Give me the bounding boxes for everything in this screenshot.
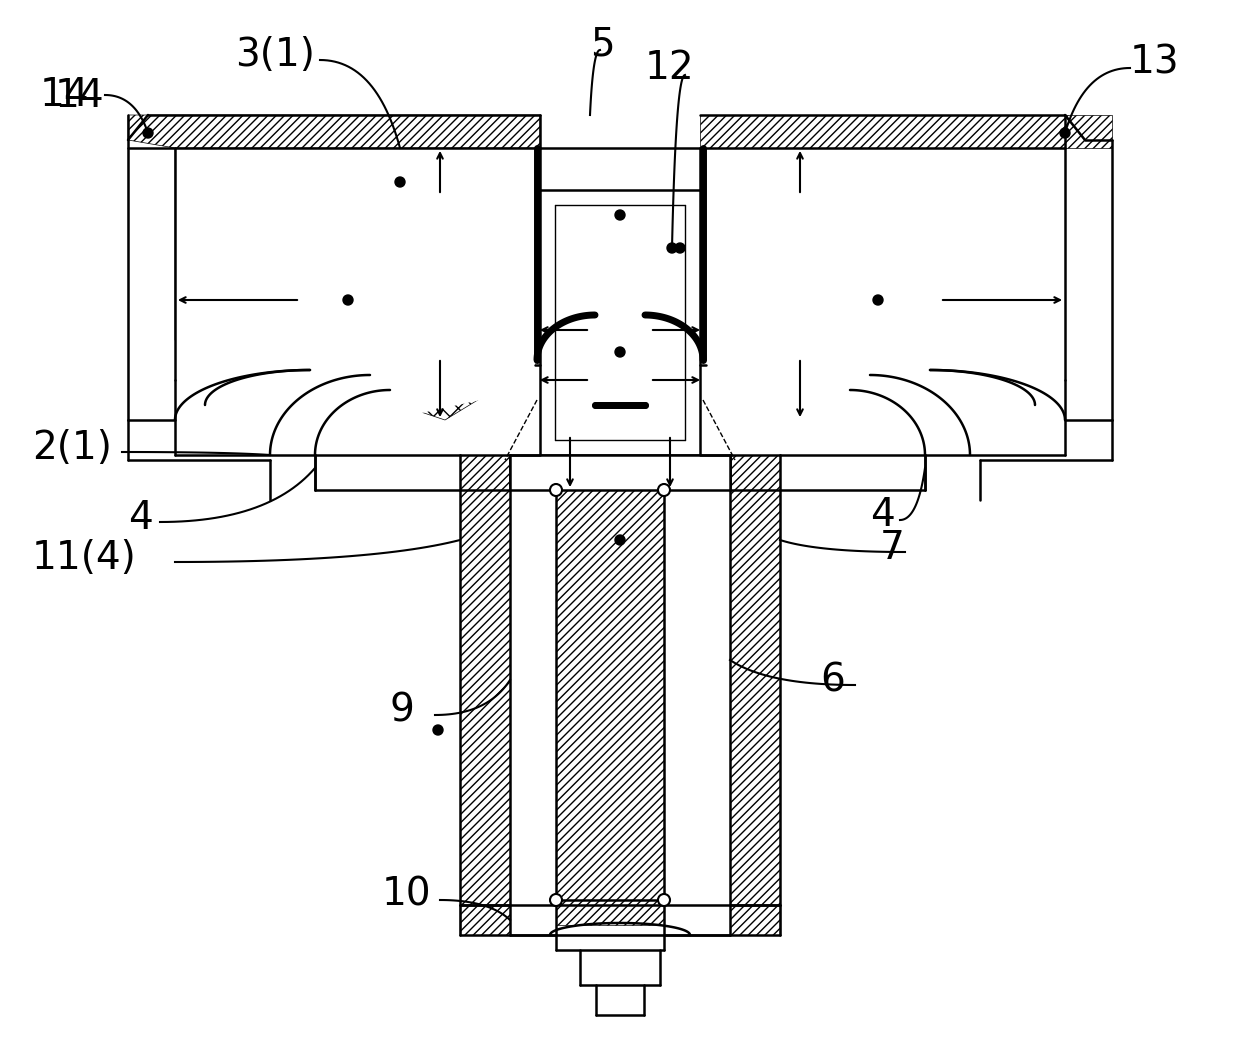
Bar bbox=[460, 455, 510, 935]
Circle shape bbox=[615, 347, 625, 358]
Bar bbox=[556, 485, 663, 925]
Text: 4: 4 bbox=[128, 499, 153, 537]
Circle shape bbox=[658, 894, 670, 907]
Text: 7: 7 bbox=[880, 529, 905, 567]
Circle shape bbox=[675, 243, 684, 253]
Polygon shape bbox=[701, 115, 1112, 148]
Circle shape bbox=[667, 243, 677, 253]
Circle shape bbox=[551, 894, 562, 907]
Polygon shape bbox=[128, 115, 539, 148]
Text: 3(1): 3(1) bbox=[236, 36, 315, 74]
Circle shape bbox=[433, 725, 443, 735]
Text: 9: 9 bbox=[391, 691, 415, 729]
Text: 14: 14 bbox=[40, 76, 89, 114]
Circle shape bbox=[1060, 128, 1070, 138]
Text: 2(1): 2(1) bbox=[32, 429, 112, 467]
Circle shape bbox=[873, 295, 883, 305]
Text: 4: 4 bbox=[870, 496, 895, 534]
Circle shape bbox=[615, 535, 625, 545]
Text: 12: 12 bbox=[645, 49, 694, 87]
Polygon shape bbox=[175, 148, 534, 420]
Polygon shape bbox=[701, 148, 1065, 420]
Circle shape bbox=[396, 177, 405, 187]
Bar bbox=[730, 455, 780, 935]
Circle shape bbox=[658, 484, 670, 496]
Text: 10: 10 bbox=[382, 876, 432, 914]
Text: 14: 14 bbox=[55, 77, 104, 115]
Circle shape bbox=[343, 295, 353, 305]
Text: 5: 5 bbox=[590, 26, 615, 64]
Circle shape bbox=[551, 484, 562, 496]
Text: 6: 6 bbox=[820, 661, 844, 699]
Polygon shape bbox=[175, 148, 534, 420]
Circle shape bbox=[615, 210, 625, 220]
Circle shape bbox=[143, 128, 153, 138]
Bar bbox=[510, 455, 730, 491]
Text: 11(4): 11(4) bbox=[32, 539, 136, 577]
Bar bbox=[175, 148, 534, 388]
Text: 13: 13 bbox=[1130, 43, 1179, 81]
